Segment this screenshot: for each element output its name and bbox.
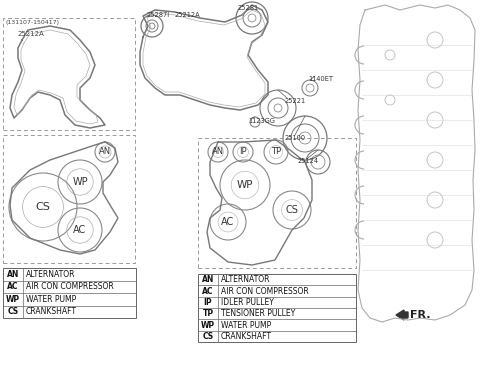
Text: CRANKSHAFT: CRANKSHAFT [26,307,77,316]
Bar [3,268,136,318]
FancyArrow shape [396,310,408,320]
Text: AIR CON COMPRESSOR: AIR CON COMPRESSOR [221,286,309,296]
Text: 25221: 25221 [285,98,306,104]
Bar [3,135,135,263]
Text: ALTERNATOR: ALTERNATOR [26,270,75,279]
Text: 1140ET: 1140ET [308,76,333,82]
Text: AN: AN [7,270,19,279]
Text: WATER PUMP: WATER PUMP [221,321,271,329]
Text: AN: AN [99,147,111,157]
Text: IDLER PULLEY: IDLER PULLEY [221,298,274,307]
Text: IP: IP [239,147,247,157]
Text: AC: AC [7,282,19,291]
Text: 25287I: 25287I [147,12,170,18]
Text: CS: CS [36,202,50,212]
Text: WP: WP [237,180,253,190]
Text: 25100: 25100 [285,135,306,141]
Text: TP: TP [271,147,281,157]
Bar [198,274,356,342]
Text: AN: AN [202,275,214,284]
Text: 25281: 25281 [238,5,259,11]
Text: 25212A: 25212A [175,12,201,18]
Text: AC: AC [221,217,235,227]
Text: CS: CS [286,205,299,215]
Text: 25212A: 25212A [18,31,45,37]
Text: WP: WP [201,321,215,329]
Text: AC: AC [73,225,86,235]
Text: 25124: 25124 [298,158,319,164]
Text: AC: AC [202,286,214,296]
Text: (131107-150417): (131107-150417) [6,20,60,25]
Text: CRANKSHAFT: CRANKSHAFT [221,332,272,341]
Text: TP: TP [203,309,214,318]
Text: FR.: FR. [410,310,431,320]
Text: WP: WP [6,295,20,304]
Bar [198,138,356,268]
Text: AIR CON COMPRESSOR: AIR CON COMPRESSOR [26,282,114,291]
Text: ALTERNATOR: ALTERNATOR [221,275,271,284]
Text: 1123GG: 1123GG [248,118,275,124]
Text: TENSIONER PULLEY: TENSIONER PULLEY [221,309,295,318]
Text: WP: WP [72,177,88,187]
Text: CS: CS [203,332,214,341]
Text: CS: CS [7,307,19,316]
Text: IP: IP [204,298,212,307]
Text: AN: AN [212,147,224,157]
Text: WATER PUMP: WATER PUMP [26,295,76,304]
Bar [3,18,135,130]
